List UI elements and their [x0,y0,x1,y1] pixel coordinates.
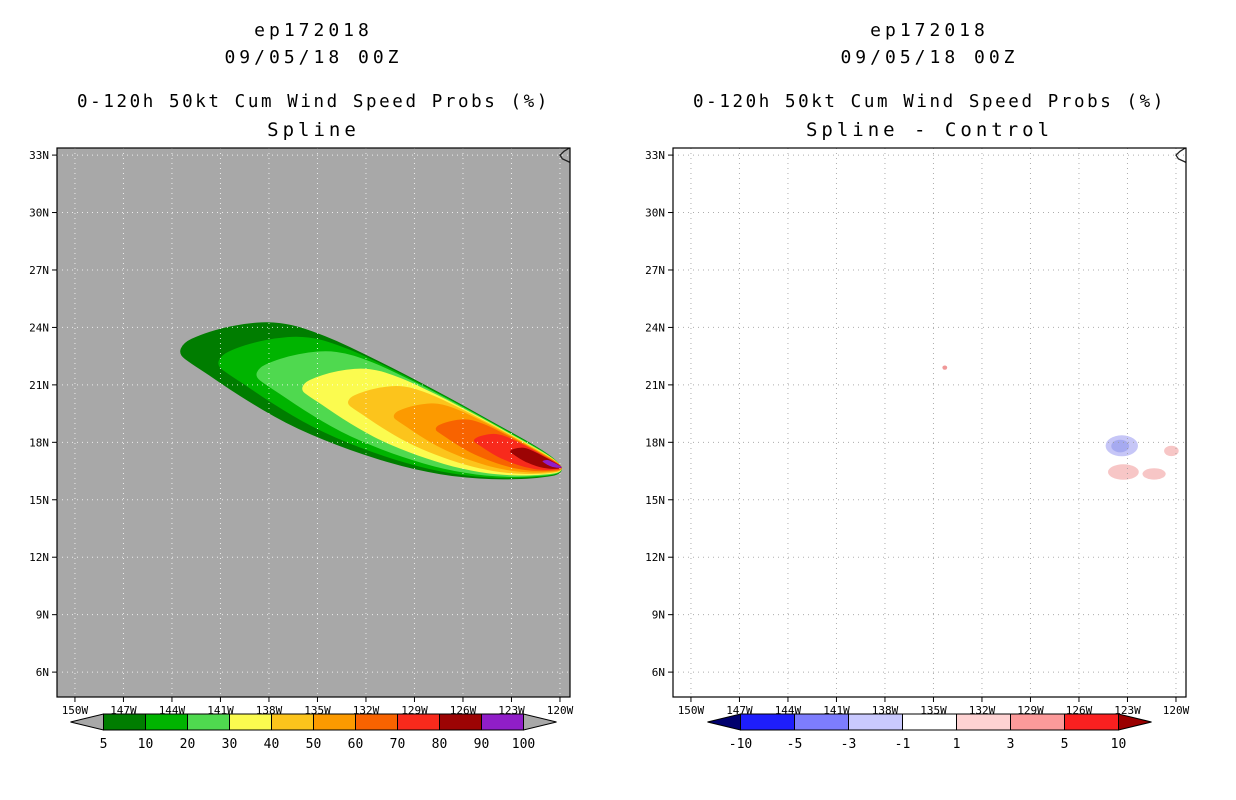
colorbar-label: 90 [474,737,490,752]
grid-lines [673,148,1186,697]
colorbar: 5 10 20 30 40 50 60 70 80 90 100 [70,713,557,752]
y-tick-label: 30N [645,207,665,220]
y-tick-label: 18N [29,436,49,449]
storm-id-title: ep172018 [870,20,989,41]
colorbar-label: 60 [348,737,364,752]
colorbar-cell [794,713,849,731]
x-tick-label: 120W [547,704,574,717]
colorbar-label: 30 [222,737,238,752]
colorbar-cell [313,713,356,731]
panel-spline-minus-control: ep172018 09/05/18 00Z 0-120h 50kt Cum Wi… [645,0,1190,800]
colorbar-label: -1 [895,737,911,752]
y-tick-label: 6N [652,666,665,679]
axis-ticks [52,154,561,702]
y-tick-label: 15N [645,494,665,507]
colorbar-cell [848,713,903,731]
colorbar-cell [229,713,272,731]
y-tick-label: 6N [36,666,49,679]
colorbar-label: 40 [264,737,280,752]
init-time-title: 09/05/18 00Z [840,47,1019,68]
init-time-title: 09/05/18 00Z [224,47,403,68]
coastline [559,147,571,163]
colorbar-cell [1064,713,1119,731]
colorbar-label: 50 [306,737,322,752]
colorbar-label: -10 [729,737,752,752]
x-tick-label: 150W [678,704,705,717]
plot-border [56,147,571,698]
y-tick-label: 33N [29,149,49,162]
variant-title: Spline - Control [805,119,1054,141]
y-tick-label: 21N [645,379,665,392]
map-plot: 150W 147W 144W 141W 138W 135W 132W 129W 126W 123W… [29,147,574,717]
colorbar-label: 3 [1007,737,1015,752]
colorbar-label: 10 [1111,737,1127,752]
colorbar-right-arrow [1118,713,1152,731]
storm-id-title: ep172018 [254,20,373,41]
colorbar-label: -3 [841,737,857,752]
colorbar-label: 100 [512,737,535,752]
y-tick-label: 12N [645,551,665,564]
coastline [1175,147,1187,163]
plot-border [672,147,1187,698]
colorbar-label: 20 [180,737,196,752]
colorbar-cell [187,713,230,731]
variant-title: Spline [267,119,360,141]
colorbar-cell [1010,713,1065,731]
y-tick-label: 27N [645,264,665,277]
colorbar-cell [145,713,188,731]
colorbar-label: 5 [100,737,108,752]
axis-ticks [668,154,1177,702]
y-tick-label: 18N [645,436,665,449]
grid-lines [57,148,570,697]
panel-spline: ep172018 09/05/18 00Z 0-120h 50kt Cum Wi… [29,0,574,800]
y-tick-label: 30N [29,207,49,220]
colorbar-cell [956,713,1011,731]
x-tick-label: 120W [1163,704,1190,717]
map-background [673,148,1186,697]
colorbar-label: -5 [787,737,803,752]
contour-fills [180,322,562,480]
x-tick-label: 150W [62,704,89,717]
y-tick-label: 9N [36,609,49,622]
colorbar-right-arrow [523,713,557,731]
x-tick-label: 123W [1114,704,1141,717]
colorbar-label: 5 [1061,737,1069,752]
colorbar-cell [397,713,440,731]
colorbar-cell [355,713,398,731]
y-tick-label: 24N [29,321,49,334]
y-tick-label: 15N [29,494,49,507]
colorbar-cell [439,713,482,731]
map-plot: 150W 147W 144W 141W 138W 135W 132W 129W 126W 123W… [645,147,1190,717]
colorbar-cell [103,713,146,731]
y-tick-label: 24N [645,321,665,334]
y-tick-label: 9N [652,609,665,622]
colorbar-cell [902,713,957,731]
colorbar-cell [740,713,795,731]
colorbar-cell [481,713,524,731]
y-tick-label: 12N [29,551,49,564]
diff-patches [942,365,1179,480]
y-tick-label: 21N [29,379,49,392]
product-title: 0-120h 50kt Cum Wind Speed Probs (%) [693,92,1166,112]
colorbar-cell [271,713,314,731]
colorbar-label: 10 [138,737,154,752]
colorbar: -10 -5 -3 -1 1 3 5 10 [707,713,1152,752]
y-tick-label: 27N [29,264,49,277]
product-title: 0-120h 50kt Cum Wind Speed Probs (%) [77,92,550,112]
colorbar-label: 1 [953,737,961,752]
colorbar-left-arrow [70,713,104,731]
colorbar-label: 80 [432,737,448,752]
y-tick-label: 33N [645,149,665,162]
colorbar-left-arrow [707,713,741,731]
colorbar-label: 70 [390,737,406,752]
